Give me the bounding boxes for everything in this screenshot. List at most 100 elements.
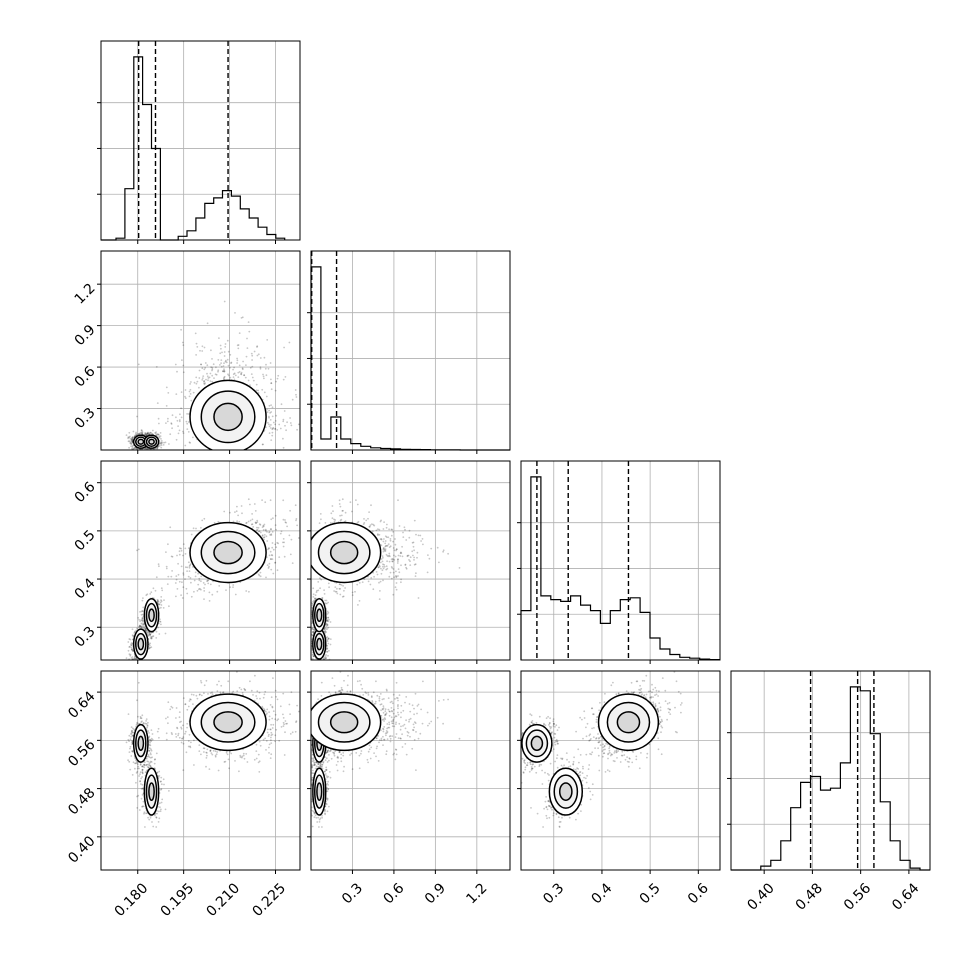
sample-point	[211, 593, 214, 596]
sample-point	[148, 432, 151, 435]
sample-point	[324, 522, 327, 524]
sample-point	[263, 523, 266, 526]
sample-point	[311, 603, 314, 606]
sample-point	[196, 589, 199, 592]
sample-point	[266, 540, 269, 542]
sample-point	[181, 597, 184, 599]
sample-point	[200, 363, 202, 366]
sample-point	[249, 503, 251, 506]
sample-point	[269, 534, 271, 536]
sample-point	[195, 342, 198, 345]
sample-point	[164, 441, 167, 444]
sample-point	[229, 353, 232, 356]
sample-point	[138, 618, 140, 621]
sample-point	[208, 376, 211, 379]
sample-point	[290, 538, 293, 541]
sample-point	[210, 349, 212, 352]
sample-point	[129, 638, 132, 641]
sample-point	[280, 530, 283, 533]
sample-point	[176, 419, 179, 422]
sample-point	[146, 432, 148, 435]
sample-point	[217, 370, 219, 373]
sample-point	[158, 435, 161, 438]
sample-point	[421, 538, 424, 540]
sample-point	[130, 439, 133, 441]
sample-point	[240, 371, 243, 374]
sample-point	[198, 369, 201, 372]
contour-inner-1	[148, 438, 155, 445]
sample-point	[141, 613, 144, 616]
density-1-0	[125, 300, 300, 450]
sample-point	[373, 575, 375, 578]
sample-point	[289, 553, 292, 556]
sample-point	[131, 648, 134, 651]
sample-point	[159, 621, 162, 623]
sample-point	[251, 376, 254, 379]
sample-point	[178, 550, 181, 553]
sample-point	[192, 566, 194, 568]
sample-point	[268, 404, 271, 407]
sample-point	[226, 358, 229, 361]
sample-point	[128, 436, 131, 439]
sample-point	[234, 511, 236, 513]
sample-point	[381, 560, 384, 563]
sample-point	[235, 510, 238, 513]
sample-point	[160, 600, 163, 603]
sample-point	[182, 371, 185, 374]
sample-point	[401, 545, 403, 548]
sample-point	[141, 599, 144, 602]
sample-point	[147, 635, 150, 637]
sample-point	[259, 531, 262, 534]
sample-point	[395, 576, 398, 579]
sample-point	[130, 657, 133, 659]
sample-point	[290, 424, 293, 427]
sample-point	[251, 359, 254, 361]
sample-point	[394, 586, 397, 589]
sample-point	[312, 628, 315, 631]
sample-point	[175, 578, 178, 581]
ytick-label-2-2: 0.5	[72, 527, 99, 554]
sample-point	[205, 378, 207, 381]
sample-point	[238, 364, 241, 367]
sample-point	[204, 382, 206, 385]
sample-point	[217, 359, 220, 361]
sample-point	[160, 599, 162, 601]
sample-point	[186, 413, 188, 415]
sample-point	[192, 391, 195, 394]
sample-point	[160, 604, 163, 606]
sample-point	[155, 447, 157, 450]
sample-point	[338, 503, 341, 505]
sample-point	[190, 381, 192, 383]
sample-point	[131, 445, 134, 447]
sample-point	[272, 426, 275, 429]
sample-point	[397, 558, 399, 561]
sample-point	[170, 555, 173, 558]
sample-point	[143, 627, 146, 629]
sample-point	[264, 528, 267, 531]
sample-point	[255, 383, 258, 386]
sample-point	[236, 362, 239, 364]
sample-point	[327, 601, 329, 604]
panel-1-0: 0.30.60.91.2	[72, 250, 301, 454]
sample-point	[415, 533, 417, 536]
sample-point	[261, 443, 264, 446]
sample-point	[175, 438, 178, 441]
sample-point	[263, 377, 265, 380]
sample-point	[195, 527, 197, 530]
sample-point	[189, 393, 192, 395]
sample-point	[245, 355, 248, 358]
sample-point	[135, 431, 137, 434]
sample-point	[256, 526, 258, 529]
sample-point	[270, 533, 273, 535]
sample-point	[422, 543, 424, 546]
sample-point	[149, 431, 152, 434]
sample-point	[134, 447, 137, 450]
sample-point	[131, 438, 133, 441]
sample-point	[285, 429, 287, 432]
sample-point	[160, 442, 163, 445]
sample-point	[270, 424, 272, 426]
sample-point	[284, 521, 287, 523]
sample-point	[284, 519, 286, 521]
sample-point	[233, 372, 236, 375]
